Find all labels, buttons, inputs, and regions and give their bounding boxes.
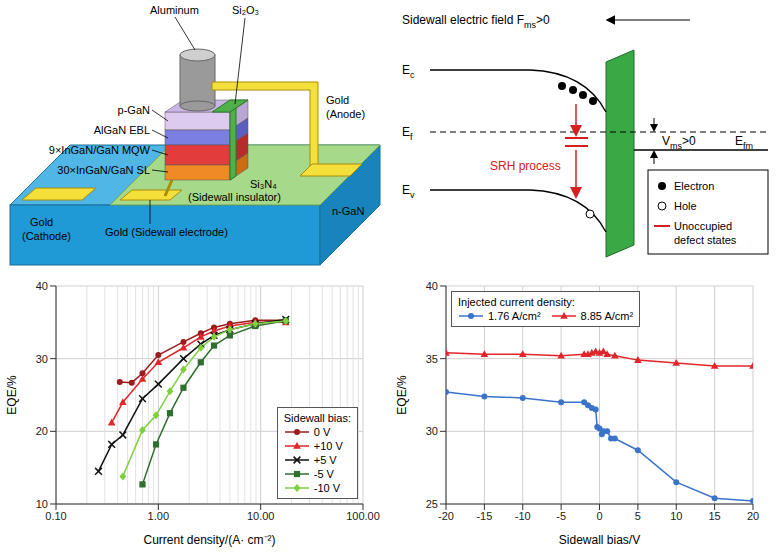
svg-text:5: 5 <box>635 510 641 522</box>
html-text:+5 V: +5 V <box>313 454 337 466</box>
html-text:8.85 A/cm²: 8.85 A/cm² <box>580 310 634 322</box>
svg-text:Si₃N₄: Si₃N₄ <box>250 178 277 190</box>
svg-text:Vms>0: Vms>0 <box>662 134 696 151</box>
svg-text:-5: -5 <box>556 510 566 522</box>
svg-text:35: 35 <box>426 353 438 365</box>
svg-text:10: 10 <box>36 498 48 510</box>
svg-text:Si₂O₃: Si₂O₃ <box>232 4 259 16</box>
svg-text:40: 40 <box>426 280 438 292</box>
svg-text:Ec: Ec <box>402 63 415 80</box>
html-text:Injected current density:: Injected current density: <box>458 296 575 308</box>
svg-text:10: 10 <box>670 510 682 522</box>
svg-text:0.10: 0.10 <box>45 510 66 522</box>
html-text:-5 V: -5 V <box>313 468 334 480</box>
svg-text:Gold (Sidewall electrode): Gold (Sidewall electrode) <box>105 226 228 238</box>
svg-text:Sidewall bias/V: Sidewall bias/V <box>559 533 640 547</box>
svg-text:Ev: Ev <box>402 183 415 200</box>
svg-text:9×InGaN/GaN MQW: 9×InGaN/GaN MQW <box>49 144 151 156</box>
svg-text:AlGaN EBL: AlGaN EBL <box>94 124 150 136</box>
svg-text:10.00: 10.00 <box>247 510 275 522</box>
svg-text:1.00: 1.00 <box>148 510 169 522</box>
svg-text:-10: -10 <box>515 510 531 522</box>
html-text:+10 V: +10 V <box>313 440 343 452</box>
html-text:Sidewall bias:: Sidewall bias: <box>283 412 351 424</box>
svg-text:20: 20 <box>747 510 759 522</box>
svg-text:(Anode): (Anode) <box>326 108 365 120</box>
svg-text:EQE/%: EQE/% <box>395 375 409 415</box>
svg-text:30: 30 <box>426 425 438 437</box>
svg-text:30×InGaN/GaN SL: 30×InGaN/GaN SL <box>57 164 150 176</box>
svg-text:n-GaN: n-GaN <box>332 205 364 217</box>
svg-text:Aluminum: Aluminum <box>150 4 199 16</box>
svg-text:Sidewall electric field Fms>0: Sidewall electric field Fms>0 <box>402 13 550 30</box>
svg-text:Unoccupieddefect states: Unoccupieddefect states <box>674 220 737 246</box>
svg-text:Ef: Ef <box>402 125 413 142</box>
svg-text:Gold: Gold <box>326 94 349 106</box>
svg-text:20: 20 <box>36 425 48 437</box>
svg-text:-15: -15 <box>476 510 492 522</box>
svg-text:Gold: Gold <box>30 216 53 228</box>
svg-text:(Cathode): (Cathode) <box>22 230 71 242</box>
svg-text:30: 30 <box>36 353 48 365</box>
svg-text:15: 15 <box>709 510 721 522</box>
svg-text:25: 25 <box>426 498 438 510</box>
html-text:-10 V: -10 V <box>313 482 340 494</box>
svg-text:100.00: 100.00 <box>346 510 380 522</box>
html-text:1.76 A/cm²: 1.76 A/cm² <box>488 310 541 322</box>
svg-text:EQE/%: EQE/% <box>5 375 19 415</box>
svg-text:p-GaN: p-GaN <box>118 104 150 116</box>
svg-text:Current density/(A· cm⁻²): Current density/(A· cm⁻²) <box>143 533 275 547</box>
svg-text:Efm: Efm <box>735 134 753 151</box>
svg-text:SRH process: SRH process <box>490 159 561 173</box>
svg-text:Hole: Hole <box>674 200 697 212</box>
svg-text:0: 0 <box>596 510 602 522</box>
html-text:0 V: 0 V <box>313 426 331 438</box>
svg-text:(Sidewall insulator): (Sidewall insulator) <box>188 191 281 203</box>
svg-text:-20: -20 <box>438 510 454 522</box>
svg-text:40: 40 <box>36 280 48 292</box>
svg-text:Electron: Electron <box>674 180 714 192</box>
